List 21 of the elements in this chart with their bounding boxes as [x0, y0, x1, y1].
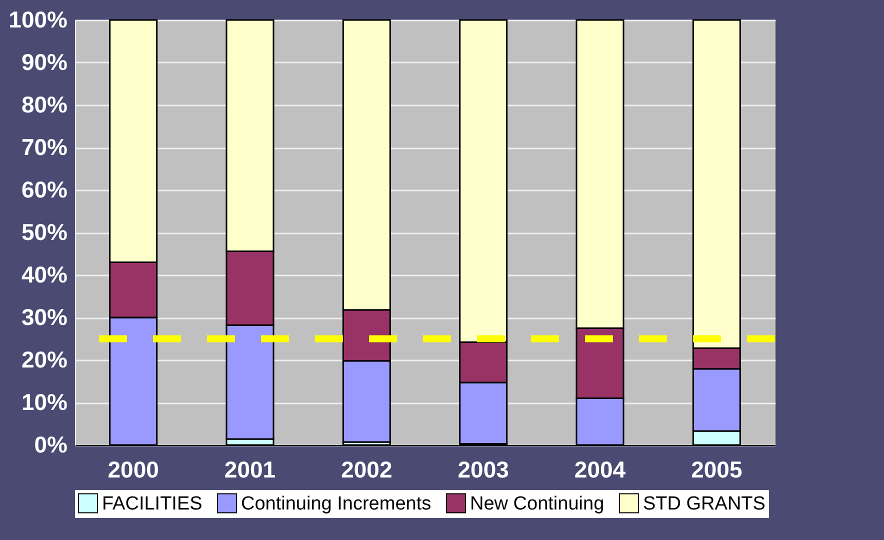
x-tick-label: 2003: [458, 456, 509, 482]
legend-label: FACILITIES: [102, 493, 202, 514]
x-tick-label: 2004: [574, 456, 626, 482]
y-tick-label: 60%: [21, 176, 68, 202]
x-tick-label: 2002: [341, 456, 392, 482]
x-tick-label: 2005: [691, 456, 742, 482]
legend-label: STD GRANTS: [643, 493, 766, 514]
y-tick-label: 100%: [8, 6, 68, 32]
y-tick-label: 90%: [21, 49, 68, 75]
y-tick-label: 20%: [21, 346, 68, 372]
legend-label: Continuing Increments: [241, 493, 432, 514]
legend-label: New Continuing: [470, 493, 604, 514]
y-tick-label: 50%: [21, 219, 68, 245]
x-tick-label: 2001: [224, 456, 276, 482]
y-tick-label: 10%: [21, 389, 68, 415]
y-tick-label: 40%: [21, 262, 68, 288]
y-tick-label: 30%: [21, 304, 68, 330]
y-tick-label: 70%: [21, 134, 68, 160]
x-tick-label: 2000: [108, 456, 159, 482]
y-tick-label: 80%: [21, 92, 68, 118]
y-tick-label: 0%: [34, 432, 68, 458]
